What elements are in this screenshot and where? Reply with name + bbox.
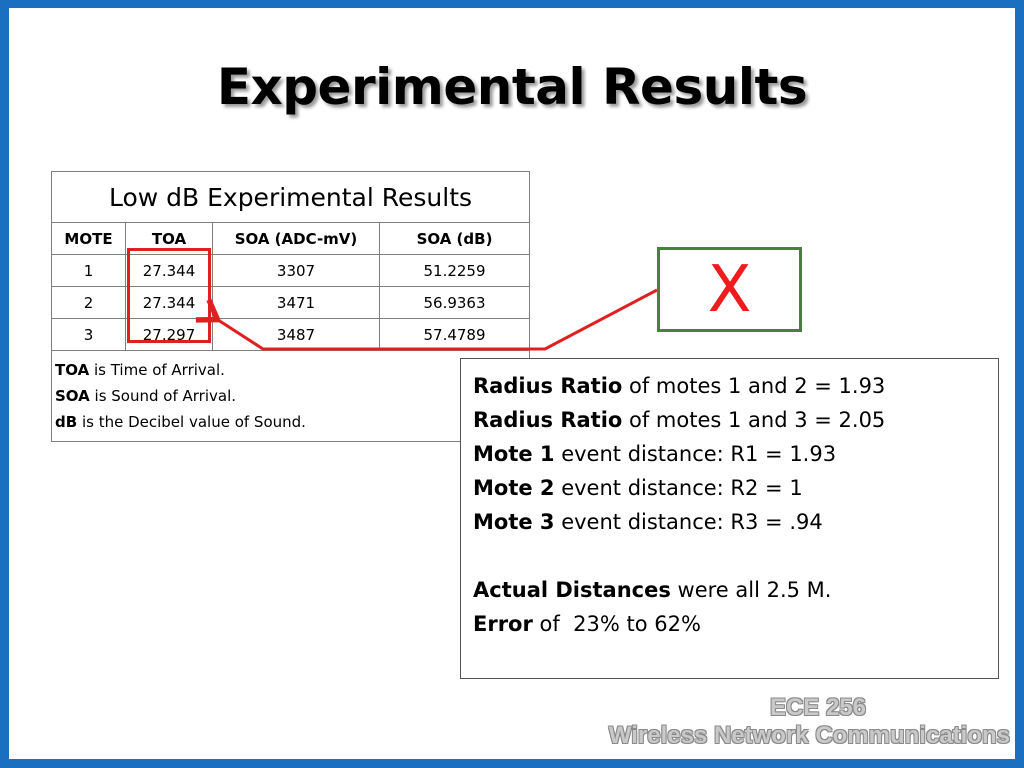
info-term: Mote 1 bbox=[473, 442, 555, 466]
table-row: 1 27.344 3307 51.2259 bbox=[51, 254, 530, 287]
note-term: TOA bbox=[55, 361, 90, 379]
info-line: Radius Ratio of motes 1 and 2 = 1.93 bbox=[473, 369, 986, 403]
cell-soa-db: 51.2259 bbox=[379, 254, 530, 287]
cell-soa-adc: 3471 bbox=[212, 286, 380, 319]
cell-mote: 2 bbox=[51, 286, 126, 319]
info-line: Radius Ratio of motes 1 and 3 = 2.05 bbox=[473, 403, 986, 437]
cell-soa-db: 56.9363 bbox=[379, 286, 530, 319]
header-mote: MOTE bbox=[51, 222, 126, 255]
summary-term: Error bbox=[473, 612, 533, 636]
table-row: 2 27.344 3471 56.9363 bbox=[51, 286, 530, 319]
info-line: Mote 3 event distance: R3 = .94 bbox=[473, 505, 986, 539]
table-row: 3 27.297 3487 57.4789 bbox=[51, 318, 530, 351]
header-soa-adc: SOA (ADC-mV) bbox=[212, 222, 380, 255]
x-marker-box: X bbox=[657, 247, 802, 332]
results-table: Low dB Experimental Results MOTE TOA SOA… bbox=[51, 171, 530, 442]
cell-soa-adc: 3307 bbox=[212, 254, 380, 287]
info-term: Radius Ratio bbox=[473, 374, 623, 398]
note-db: dB is the Decibel value of Sound. bbox=[55, 409, 526, 435]
info-text: event distance: R3 = .94 bbox=[554, 510, 823, 534]
info-text: event distance: R1 = 1.93 bbox=[554, 442, 837, 466]
cell-mote: 3 bbox=[51, 318, 126, 351]
table-header-row: MOTE TOA SOA (ADC-mV) SOA (dB) bbox=[51, 222, 530, 255]
info-line: Mote 1 event distance: R1 = 1.93 bbox=[473, 437, 986, 471]
note-text: is the Decibel value of Sound. bbox=[77, 413, 306, 431]
info-text: event distance: R2 = 1 bbox=[554, 476, 803, 500]
header-soa-db: SOA (dB) bbox=[379, 222, 530, 255]
note-text: is Sound of Arrival. bbox=[89, 387, 237, 405]
info-term: Mote 3 bbox=[473, 510, 555, 534]
summary-line: Error of 23% to 62% bbox=[473, 607, 986, 641]
summary-text: of 23% to 62% bbox=[532, 612, 701, 636]
spacer bbox=[473, 539, 986, 573]
table-caption: Low dB Experimental Results bbox=[51, 171, 530, 223]
slide-title: Experimental Results bbox=[216, 58, 808, 116]
cell-toa: 27.344 bbox=[125, 254, 213, 287]
summary-term: Actual Distances bbox=[473, 578, 671, 602]
cell-mote: 1 bbox=[51, 254, 126, 287]
note-soa: SOA is Sound of Arrival. bbox=[55, 383, 526, 409]
note-term: dB bbox=[55, 413, 78, 431]
summary-line: Actual Distances were all 2.5 M. bbox=[473, 573, 986, 607]
info-term: Mote 2 bbox=[473, 476, 555, 500]
cell-soa-db: 57.4789 bbox=[379, 318, 530, 351]
info-text: of motes 1 and 3 = 2.05 bbox=[622, 408, 886, 432]
course-footer: ECE 256 Wireless Network Communications bbox=[609, 694, 1010, 750]
info-term: Radius Ratio bbox=[473, 408, 623, 432]
cell-soa-adc: 3487 bbox=[212, 318, 380, 351]
summary-text: were all 2.5 M. bbox=[670, 578, 832, 602]
toa-highlight-box bbox=[127, 248, 211, 343]
note-text: is Time of Arrival. bbox=[89, 361, 225, 379]
table-notes: TOA is Time of Arrival. SOA is Sound of … bbox=[51, 350, 530, 442]
course-number: ECE 256 bbox=[769, 694, 866, 721]
course-name: Wireless Network Communications bbox=[608, 722, 1010, 749]
table-notes-row: TOA is Time of Arrival. SOA is Sound of … bbox=[51, 350, 530, 442]
info-text: of motes 1 and 2 = 1.93 bbox=[622, 374, 886, 398]
info-line: Mote 2 event distance: R2 = 1 bbox=[473, 471, 986, 505]
x-mark-icon: X bbox=[707, 252, 752, 327]
results-summary-box: Radius Ratio of motes 1 and 2 = 1.93 Rad… bbox=[460, 358, 999, 679]
note-toa: TOA is Time of Arrival. bbox=[55, 357, 526, 383]
table-caption-row: Low dB Experimental Results bbox=[51, 171, 530, 223]
note-term: SOA bbox=[55, 387, 90, 405]
